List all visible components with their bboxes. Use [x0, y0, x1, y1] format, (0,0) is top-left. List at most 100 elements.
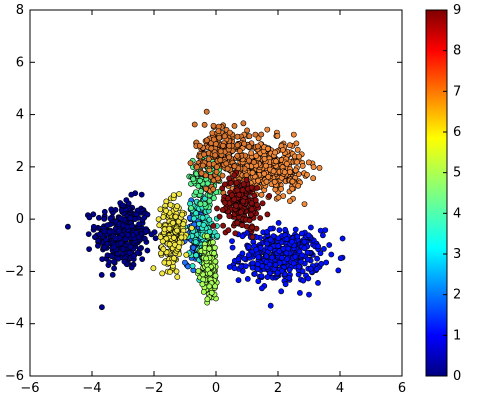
scatter-point-class-1 [278, 288, 285, 295]
scatter-point-class-9 [237, 209, 244, 216]
scatter-point-class-0 [111, 265, 117, 272]
scatter-point-class-9 [220, 222, 226, 229]
scatter-point-class-6 [188, 225, 195, 231]
scatter-point-class-4 [211, 244, 218, 251]
scatter-point-class-0 [99, 304, 105, 311]
scatter-point-class-0 [119, 202, 126, 209]
scatter-point-class-7 [286, 142, 293, 149]
scatter-point-class-9 [234, 219, 241, 226]
scatter-point-class-1 [315, 279, 321, 286]
scatter-point-class-5 [188, 205, 194, 211]
scatter-point-class-1 [285, 245, 292, 252]
scatter-point-class-8 [204, 137, 210, 144]
scatter-point-class-8 [196, 142, 203, 149]
scatter-point-class-1 [238, 263, 245, 270]
scatter-point-class-1 [307, 224, 314, 231]
scatter-point-class-0 [97, 231, 103, 238]
scatter-point-class-9 [246, 217, 253, 224]
x-tick-label: 2 [274, 381, 282, 396]
scatter-point-class-3 [200, 222, 207, 228]
scatter-point-class-6 [163, 207, 169, 214]
scatter-point-class-1 [267, 236, 274, 243]
scatter-point-class-6 [176, 191, 182, 197]
scatter-point-class-4 [212, 283, 218, 290]
scatter-point-class-7 [271, 178, 278, 185]
scatter-point-class-9 [225, 195, 231, 202]
scatter-point-class-1 [290, 260, 297, 267]
scatter-point-class-7 [248, 150, 255, 156]
scatter-point-class-6 [170, 234, 177, 241]
scatter-point-class-0 [86, 214, 93, 221]
scatter-point-class-1 [254, 261, 261, 268]
colorbar-tick-label: 5 [453, 166, 461, 181]
scatter-point-class-8 [226, 129, 233, 136]
scatter-point-class-8 [201, 121, 208, 128]
scatter-point-class-1 [267, 302, 274, 309]
scatter-point-class-3 [214, 232, 221, 239]
scatter-point-class-1 [284, 256, 290, 262]
scatter-point-class-6 [183, 251, 190, 258]
scatter-point-class-7 [294, 159, 300, 165]
scatter-point-class-8 [246, 143, 253, 150]
scatter-point-class-4 [204, 296, 211, 303]
scatter-point-class-1 [326, 242, 333, 248]
scatter-point-class-1 [264, 240, 270, 247]
scatter-point-class-0 [118, 215, 124, 222]
scatter-point-class-4 [200, 288, 207, 295]
scatter-point-class-0 [90, 211, 97, 218]
scatter-point-class-8 [203, 108, 210, 115]
scatter-point-class-0 [101, 228, 108, 235]
scatter-point-class-5 [206, 198, 213, 204]
scatter-point-class-8 [234, 152, 241, 159]
scatter-point-class-9 [239, 187, 246, 194]
colorbar-tick-label: 3 [453, 247, 461, 262]
scatter-point-class-8 [215, 128, 222, 134]
scatter-point-class-0 [148, 231, 155, 238]
scatter-point-class-7 [270, 168, 277, 175]
scatter-point-class-1 [280, 245, 287, 252]
scatter-point-class-1 [257, 244, 264, 251]
scatter-point-class-1 [266, 261, 273, 268]
scatter-point-class-7 [292, 167, 299, 174]
scatter-point-class-8 [240, 120, 247, 127]
scatter-point-class-6 [160, 214, 167, 220]
scatter-point-class-7 [249, 169, 256, 176]
scatter-point-class-0 [134, 249, 141, 256]
scatter-point-class-4 [195, 268, 202, 274]
scatter-point-class-1 [239, 233, 246, 240]
scatter-point-class-7 [280, 193, 287, 199]
scatter-point-class-8 [213, 168, 220, 175]
scatter-point-class-6 [174, 274, 181, 280]
scatter-point-class-1 [254, 266, 261, 272]
y-tick-label: −2 [5, 264, 24, 279]
scatter-point-class-1 [294, 233, 301, 240]
scatter-point-class-8 [198, 170, 205, 177]
scatter-point-class-7 [279, 146, 286, 153]
scatter-point-class-1 [296, 263, 302, 270]
scatter-point-class-9 [248, 206, 255, 213]
scatter-point-class-0 [109, 271, 116, 278]
scatter-point-class-6 [155, 216, 162, 223]
scatter-point-class-0 [111, 258, 117, 265]
x-tick-label: −4 [82, 381, 101, 396]
scatter-point-class-7 [273, 158, 279, 165]
scatter-point-class-9 [214, 205, 220, 212]
scatter-point-class-9 [240, 181, 247, 188]
colorbar-tick-label: 6 [453, 125, 461, 140]
scatter-point-class-6 [166, 241, 173, 248]
scatter-point-class-6 [171, 255, 177, 262]
scatter-point-class-0 [85, 231, 92, 237]
scatter-point-class-8 [205, 156, 212, 162]
scatter-point-class-0 [141, 235, 148, 242]
scatter-point-class-9 [219, 206, 226, 213]
scatter-point-class-4 [212, 258, 219, 265]
scatter-point-class-7 [258, 191, 265, 198]
scatter-point-class-1 [305, 232, 312, 239]
colorbar-tick-label: 7 [453, 84, 461, 99]
scatter-point-class-6 [157, 206, 164, 213]
scatter-point-class-7 [305, 159, 312, 166]
scatter-point-class-0 [127, 243, 134, 250]
scatter-point-class-6 [159, 270, 166, 277]
scatter-point-class-9 [254, 185, 260, 191]
scatter-point-class-6 [157, 234, 164, 240]
